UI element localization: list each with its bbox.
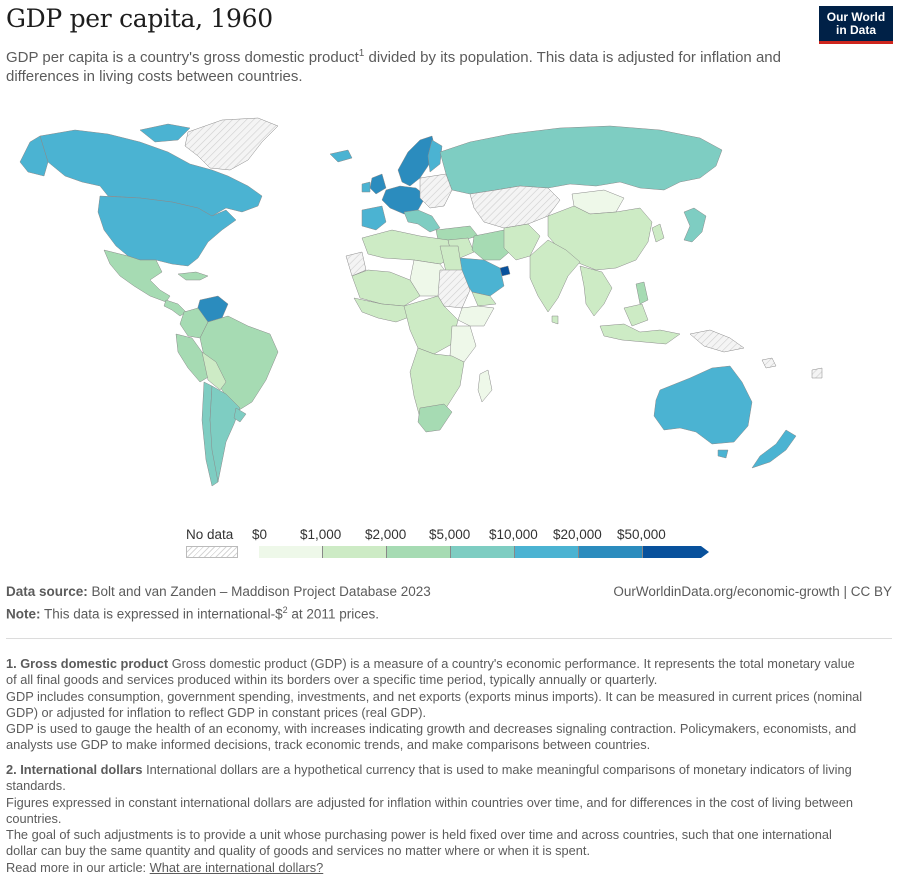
credit-link[interactable]: OurWorldinData.org/economic-growth | CC … (613, 584, 892, 599)
country-peru[interactable] (175, 333, 211, 383)
region-east-africa[interactable] (449, 325, 477, 363)
country-philippines[interactable] (635, 281, 649, 305)
region-west-africa[interactable] (353, 297, 413, 323)
region-eastern-europe[interactable] (419, 173, 453, 209)
region-southern-europe[interactable] (403, 209, 441, 233)
region-horn-of-africa[interactable] (457, 305, 495, 327)
legend-bin-3[interactable] (451, 546, 515, 558)
legend-label-5000: $5,000 (429, 527, 471, 542)
legend-label-50000: $50,000 (617, 527, 666, 542)
country-argentina[interactable] (209, 385, 241, 483)
legend-bin-6[interactable] (643, 546, 701, 558)
legend-label-1000: $1,000 (300, 527, 342, 542)
country-new-guinea[interactable] (689, 329, 745, 353)
country-iberia[interactable] (361, 205, 387, 231)
owid-logo[interactable]: Our World in Data (819, 6, 893, 44)
country-ireland[interactable] (361, 181, 371, 193)
legend-label-0: $0 (252, 527, 268, 542)
data-note: Note: This data is expressed in internat… (6, 605, 379, 622)
logo-line-1: Our World (826, 10, 886, 24)
read-more-label: Read more in our article: (6, 859, 150, 875)
legend-bin-5[interactable] (579, 546, 643, 558)
legend-open-end-arrow (701, 546, 709, 558)
legend-label-2000: $2,000 (365, 527, 407, 542)
country-australia[interactable] (653, 365, 753, 445)
country-greenland[interactable] (184, 117, 279, 171)
legend-label-20000: $20,000 (553, 527, 602, 542)
country-yemen[interactable] (471, 291, 497, 307)
country-south-africa[interactable] (417, 403, 453, 433)
footnote-ref-1[interactable]: 1 (358, 48, 365, 59)
legend-bin-2[interactable] (387, 546, 451, 558)
chart-title: GDP per capita, 1960 (6, 4, 273, 33)
country-tasmania[interactable] (717, 449, 729, 459)
country-mexico[interactable] (103, 249, 171, 303)
legend-no-data-swatch[interactable] (186, 546, 238, 558)
country-western-sahara[interactable] (345, 251, 367, 277)
region-mainland-sea[interactable] (579, 265, 613, 317)
footnote-2: 2. International dollars International d… (6, 762, 866, 876)
country-japan[interactable] (683, 207, 707, 243)
country-uruguay[interactable] (233, 407, 247, 423)
footnote-1-para-2: GDP includes consumption, government spe… (6, 688, 863, 720)
footnote-1: 1. Gross domestic product Gross domestic… (6, 656, 866, 754)
region-borneo[interactable] (623, 303, 649, 327)
country-finland[interactable] (427, 139, 443, 173)
region-pacific-islands-2[interactable] (811, 367, 823, 379)
divider (6, 638, 892, 639)
country-madagascar[interactable] (477, 369, 493, 403)
chart-subtitle: GDP per capita is a country's gross dome… (6, 48, 781, 85)
country-india[interactable] (529, 239, 581, 313)
region-central-america[interactable] (163, 299, 187, 317)
footnote-1-para-3: GDP is used to gauge the health of an ec… (6, 721, 857, 753)
legend-no-data-label: No data (186, 527, 234, 542)
region-indonesia[interactable] (599, 323, 681, 345)
country-iceland[interactable] (329, 149, 353, 163)
country-ussr[interactable] (439, 125, 723, 195)
footnote-2-para-3: The goal of such adjustments is to provi… (6, 827, 832, 859)
data-source: Data source: Bolt and van Zanden – Maddi… (6, 584, 431, 599)
region-central-asia[interactable] (469, 185, 561, 229)
region-pacific-islands[interactable] (761, 357, 777, 369)
legend-label-10000: $10,000 (489, 527, 538, 542)
country-sri-lanka[interactable] (551, 315, 559, 325)
country-korea[interactable] (651, 223, 665, 243)
world-map[interactable] (0, 90, 900, 520)
legend-bin-0[interactable] (259, 546, 323, 558)
map-legend[interactable]: No data $0 $1,000 $2,000 $5,000 $10,000 … (0, 527, 900, 567)
country-canada[interactable] (39, 129, 263, 217)
country-alaska[interactable] (19, 135, 49, 177)
footnote-2-para-2: Figures expressed in constant internatio… (6, 794, 853, 826)
country-uae[interactable] (499, 265, 511, 277)
country-usa[interactable] (97, 195, 237, 267)
region-sahel[interactable] (351, 269, 421, 307)
legend-bin-1[interactable] (323, 546, 387, 558)
country-uk[interactable] (369, 173, 387, 195)
country-bolivia[interactable] (201, 351, 227, 391)
legend-bin-4[interactable] (515, 546, 579, 558)
region-caribbean[interactable] (177, 271, 209, 281)
footnote-1-title: 1. Gross domestic product (6, 656, 169, 671)
international-dollars-link[interactable]: What are international dollars? (149, 859, 324, 875)
logo-line-2: in Data (835, 23, 876, 37)
region-western-europe[interactable] (381, 185, 427, 215)
footnote-ref-2[interactable]: 2 (282, 605, 288, 615)
footnote-2-title: 2. International dollars (6, 762, 143, 777)
country-new-zealand[interactable] (751, 429, 797, 469)
country-canada-islands[interactable] (139, 123, 191, 143)
